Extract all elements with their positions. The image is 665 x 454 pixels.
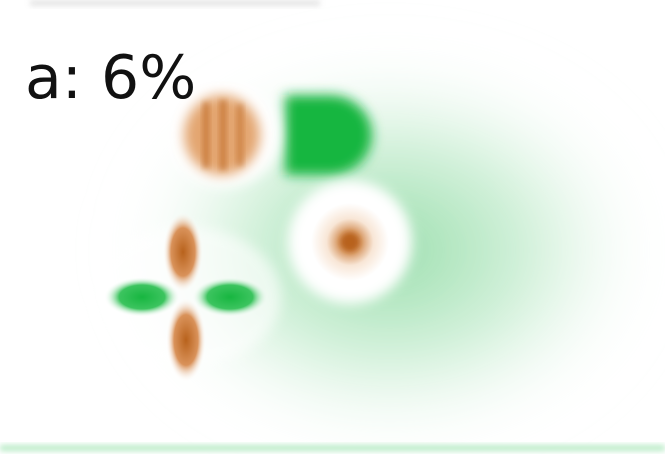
ring-blob: [288, 180, 412, 304]
faint-top-text: [30, 0, 320, 6]
panel-label: a: 6%: [25, 43, 196, 113]
image-panel: a: 6%: [0, 0, 665, 454]
bottom-line: [0, 445, 665, 451]
green-half-blob: [285, 95, 372, 175]
